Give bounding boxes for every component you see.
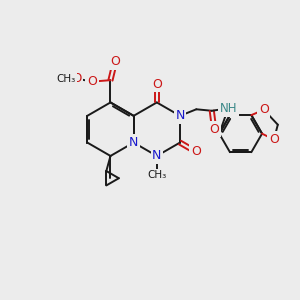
Text: O: O (259, 103, 269, 116)
Text: N: N (152, 149, 161, 162)
Text: O: O (73, 72, 82, 85)
Text: O: O (87, 75, 97, 88)
Text: N: N (129, 136, 138, 149)
Text: O: O (209, 123, 219, 136)
Text: N: N (175, 109, 185, 122)
Text: NH: NH (219, 102, 237, 115)
Text: CH₃: CH₃ (56, 74, 76, 84)
Text: O: O (191, 145, 201, 158)
Text: O: O (269, 133, 279, 146)
Text: O: O (152, 77, 162, 91)
Text: O: O (110, 55, 120, 68)
Text: N: N (129, 136, 138, 149)
Text: CH₃: CH₃ (147, 170, 167, 180)
